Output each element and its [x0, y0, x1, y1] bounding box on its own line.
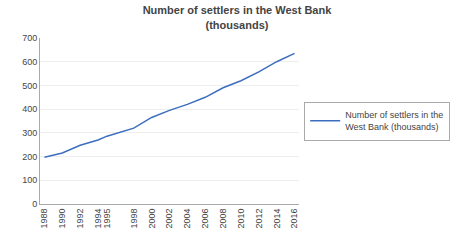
- svg-text:2010: 2010: [236, 209, 246, 229]
- svg-text:2002: 2002: [164, 209, 174, 229]
- svg-text:400: 400: [22, 104, 37, 114]
- svg-text:2006: 2006: [200, 209, 210, 229]
- svg-text:1992: 1992: [75, 209, 85, 229]
- svg-text:1994: 1994: [93, 209, 103, 229]
- svg-text:1990: 1990: [57, 209, 67, 229]
- svg-text:Number of settlers in the West: Number of settlers in the West Bank(thou…: [143, 4, 333, 30]
- svg-text:2014: 2014: [272, 209, 282, 229]
- svg-text:100: 100: [22, 175, 37, 185]
- svg-text:2004: 2004: [182, 209, 192, 229]
- svg-text:700: 700: [22, 33, 37, 43]
- svg-text:2000: 2000: [147, 209, 157, 229]
- svg-text:1988: 1988: [39, 209, 49, 229]
- svg-text:600: 600: [22, 57, 37, 67]
- svg-text:2012: 2012: [254, 209, 264, 229]
- svg-text:1995: 1995: [102, 209, 112, 229]
- svg-text:1998: 1998: [129, 209, 139, 229]
- svg-text:2016: 2016: [289, 209, 299, 229]
- svg-text:200: 200: [22, 152, 37, 162]
- svg-text:300: 300: [22, 128, 37, 138]
- svg-text:0: 0: [32, 199, 37, 209]
- svg-text:2008: 2008: [218, 209, 228, 229]
- svg-text:500: 500: [22, 81, 37, 91]
- svg-text:Number of settlers in theWest: Number of settlers in theWest Bank (thou…: [345, 110, 443, 132]
